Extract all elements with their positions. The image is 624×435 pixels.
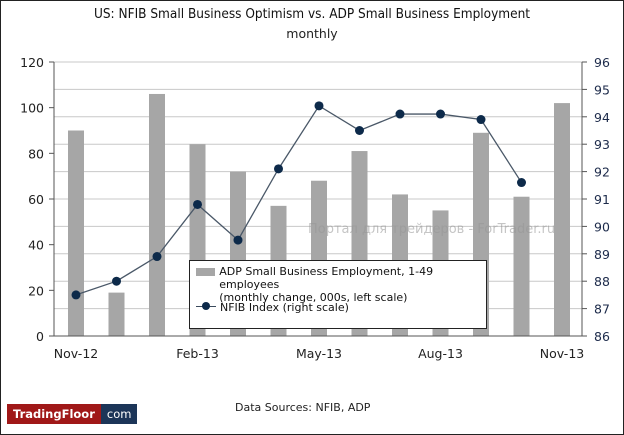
bar — [554, 103, 570, 336]
right-tick-label: 91 — [594, 192, 610, 207]
left-tick-label: 40 — [28, 238, 44, 253]
x-tick-label: Aug-13 — [418, 346, 463, 361]
data-source: Data Sources: NFIB, ADP — [235, 401, 371, 414]
x-tick-label: May-13 — [296, 346, 342, 361]
legend-item-adp: ADP Small Business Employment, 1-49 empl… — [196, 265, 486, 304]
x-tick-label: Feb-13 — [176, 346, 219, 361]
right-tick-label: 95 — [594, 82, 610, 97]
legend-label-adp: ADP Small Business Employment, 1-49 empl… — [219, 265, 434, 291]
chart-title: US: NFIB Small Business Optimism vs. ADP… — [93, 6, 531, 22]
right-tick-label: 90 — [594, 219, 610, 234]
right-tick-label: 89 — [594, 247, 610, 262]
bar — [108, 292, 125, 336]
right-tick-label: 87 — [594, 302, 610, 317]
left-tick-label: 20 — [28, 283, 44, 298]
nfib-point — [193, 199, 202, 209]
nfib-line — [75, 104, 523, 296]
legend-swatch-line — [196, 301, 216, 311]
right-tick-label: 88 — [594, 274, 610, 289]
nfib-point — [314, 101, 324, 111]
left-tick-label: 60 — [28, 192, 44, 207]
x-tick-label: Nov-12 — [54, 346, 98, 361]
right-tick-label: 92 — [594, 165, 610, 180]
bar — [513, 196, 530, 336]
legend-item-nfib: NFIB Index (right scale) — [196, 301, 349, 314]
left-tick-label: 80 — [28, 146, 44, 161]
nfib-point — [112, 276, 121, 286]
nfib-point — [476, 115, 486, 125]
bar — [68, 130, 84, 336]
right-tick-label: 94 — [594, 110, 610, 125]
watermark: Портал для трейдеров - ForTrader.ru — [308, 222, 556, 237]
left-tick-label: 100 — [20, 101, 44, 116]
nfib-point — [395, 109, 405, 119]
nfib-point — [233, 235, 243, 245]
nfib-point — [274, 164, 283, 174]
legend-label-nfib: NFIB Index (right scale) — [220, 301, 349, 314]
right-tick-label: 93 — [594, 137, 610, 152]
left-tick-label: 120 — [20, 55, 44, 70]
nfib-point — [355, 126, 364, 135]
legend-swatch-bar — [196, 268, 216, 276]
tradingfloor-logo: TradingFloor com — [7, 404, 138, 424]
logo-text-right: com — [100, 404, 138, 424]
x-tick-label: Nov-13 — [540, 346, 584, 361]
left-tick-label: 0 — [36, 329, 44, 344]
right-tick-label: 86 — [594, 329, 610, 344]
nfib-point — [71, 290, 81, 300]
legend: ADP Small Business Employment, 1-49 empl… — [189, 260, 487, 329]
legend-label-adp-note: (monthly change, 000s, left scale) — [219, 291, 408, 304]
nfib-point — [152, 252, 162, 262]
bar — [149, 93, 165, 336]
right-tick-label: 96 — [594, 55, 610, 70]
nfib-point — [517, 178, 526, 188]
logo-text-left: TradingFloor — [7, 404, 101, 424]
nfib-point — [436, 109, 445, 119]
chart-subtitle: monthly — [286, 26, 338, 41]
